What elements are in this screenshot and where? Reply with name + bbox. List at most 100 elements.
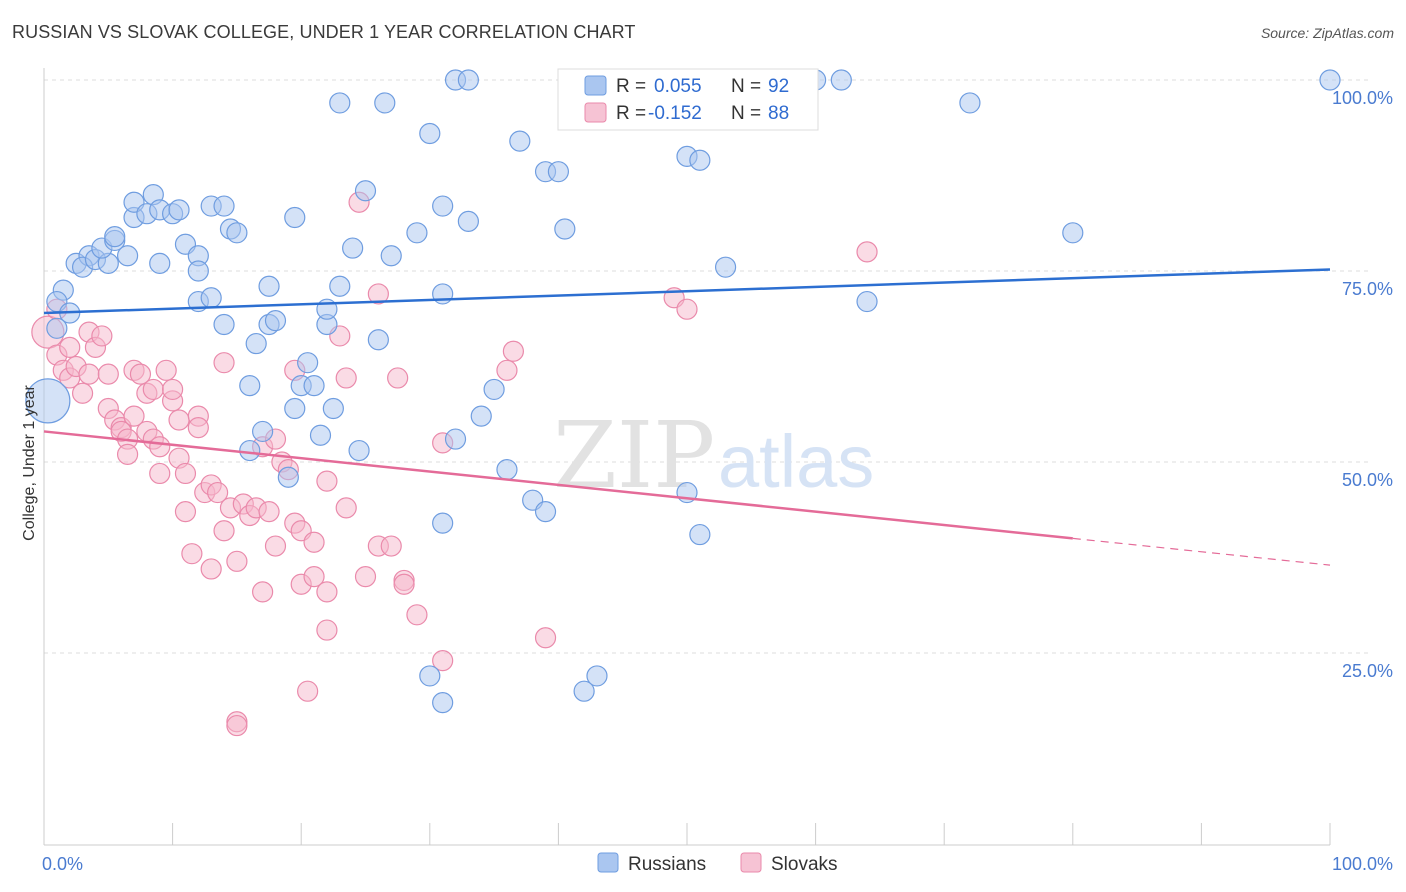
point-russians-44 xyxy=(303,375,325,397)
point-russians-36 xyxy=(258,275,280,297)
point-slovaks-33 xyxy=(174,462,197,485)
point-russians-66 xyxy=(457,69,479,91)
bottom-legend-swatch-slovaks xyxy=(740,852,762,873)
point-slovaks-7 xyxy=(71,382,94,404)
point-slovaks-78 xyxy=(406,604,428,626)
point-slovaks-63 xyxy=(303,531,325,553)
tick-labels: 25.0% 50.0% 75.0% 100.0% 0.0% 100.0% xyxy=(42,88,1393,874)
point-russians-39 xyxy=(277,466,299,488)
point-russians-41 xyxy=(284,206,306,229)
point-slovaks-12 xyxy=(97,363,119,385)
point-russians-45 xyxy=(309,424,332,446)
point-russians-51 xyxy=(342,237,364,259)
point-russians-53 xyxy=(354,180,377,202)
point-russians-24 xyxy=(187,260,209,282)
point-russians-90 xyxy=(1319,69,1341,91)
point-russians-88 xyxy=(959,92,981,114)
source-label: Source: ZipAtlas.com xyxy=(1260,25,1394,41)
point-russians-33 xyxy=(245,332,267,355)
point-russians-83 xyxy=(689,523,711,546)
point-slovaks-69 xyxy=(335,497,357,519)
point-slovaks-26 xyxy=(149,436,171,458)
point-russians-69 xyxy=(483,378,505,401)
point-russians-59 xyxy=(419,665,441,687)
point-russians-55 xyxy=(374,92,396,114)
point-slovaks-82 xyxy=(502,340,524,362)
point-slovaks-32 xyxy=(168,409,190,431)
point-russians-86 xyxy=(830,69,852,91)
legend-n-slovaks: 88 xyxy=(768,103,789,124)
watermark: ZIP atlas xyxy=(553,402,874,509)
point-slovaks-73 xyxy=(367,283,389,305)
point-slovaks-43 xyxy=(213,352,235,374)
point-russians-54 xyxy=(367,329,389,351)
point-slovaks-81 xyxy=(496,359,518,381)
point-slovaks-61 xyxy=(297,680,319,702)
point-russians-65 xyxy=(444,428,467,450)
point-slovaks-71 xyxy=(354,565,377,588)
point-russians-73 xyxy=(534,501,557,523)
point-russians-76 xyxy=(547,161,570,183)
point-russians-13 xyxy=(116,245,139,267)
legend-n-russians: 92 xyxy=(768,76,789,97)
legend-n-label-russians: N = xyxy=(731,76,761,97)
point-russians-4 xyxy=(46,317,68,339)
point-russians-82 xyxy=(689,149,711,171)
point-slovaks-51 xyxy=(252,581,274,603)
point-russians-56 xyxy=(380,245,402,267)
point-slovaks-54 xyxy=(264,535,287,557)
point-russians-28 xyxy=(213,313,235,336)
point-slovaks-77 xyxy=(393,573,415,595)
point-slovaks-41 xyxy=(207,481,229,504)
point-slovaks-4 xyxy=(59,336,81,358)
point-russians-26 xyxy=(200,287,222,309)
point-russians-43 xyxy=(297,352,319,374)
point-russians-12 xyxy=(104,226,126,248)
point-russians-52 xyxy=(348,439,370,462)
point-slovaks-64 xyxy=(316,470,338,492)
point-russians-75 xyxy=(554,218,576,240)
x-tick-label-0: 0.0% xyxy=(42,854,83,874)
point-slovaks-66 xyxy=(316,619,338,641)
bottom-legend-russians: Russians xyxy=(628,854,706,875)
point-slovaks-65 xyxy=(316,581,338,603)
point-russians-89 xyxy=(1062,222,1084,244)
point-slovaks-28 xyxy=(155,359,177,381)
point-russians-29 xyxy=(213,195,235,217)
point-slovaks-19 xyxy=(123,405,145,427)
chart-title: RUSSIAN VS SLOVAK COLLEGE, UNDER 1 YEAR … xyxy=(12,22,636,42)
bottom-legend-slovaks: Slovaks xyxy=(771,854,838,875)
point-slovaks-35 xyxy=(181,543,203,565)
bottom-legend: Russians Slovaks xyxy=(597,852,838,875)
point-russians-87 xyxy=(856,290,878,313)
legend-swatch-slovaks xyxy=(584,102,607,123)
point-russians-32 xyxy=(239,375,261,397)
legend-box: R = 0.055 N = 92 R = -0.152 N = 88 xyxy=(557,68,819,131)
bottom-legend-swatch-russians xyxy=(597,852,619,873)
point-slovaks-24 xyxy=(142,378,164,401)
legend-r-label-russians: R = xyxy=(616,76,646,97)
point-russians-34 xyxy=(252,420,274,443)
point-russians-50 xyxy=(329,92,351,114)
point-slovaks-37 xyxy=(187,417,209,439)
point-russians-35 xyxy=(239,439,261,462)
point-slovaks-74 xyxy=(380,535,402,557)
point-slovaks-27 xyxy=(149,462,171,485)
point-slovaks-40 xyxy=(200,558,222,580)
x-tick-label-100: 100.0% xyxy=(1332,854,1393,874)
point-slovaks-86 xyxy=(856,241,878,263)
point-russians-40 xyxy=(284,397,306,420)
grid-lines xyxy=(44,79,1370,654)
series-russians xyxy=(25,69,1341,714)
point-slovaks-42 xyxy=(213,520,235,542)
point-russians-68 xyxy=(470,405,492,427)
point-russians-84 xyxy=(714,256,737,278)
point-russians-38 xyxy=(264,310,287,332)
trend-line-russians xyxy=(43,268,1331,315)
point-russians-31 xyxy=(226,222,248,244)
axes xyxy=(43,68,1331,846)
point-slovaks-8 xyxy=(78,363,100,385)
point-slovaks-21 xyxy=(129,363,152,385)
trend-line-slovaks xyxy=(43,430,1073,540)
point-russians-61 xyxy=(432,195,454,217)
